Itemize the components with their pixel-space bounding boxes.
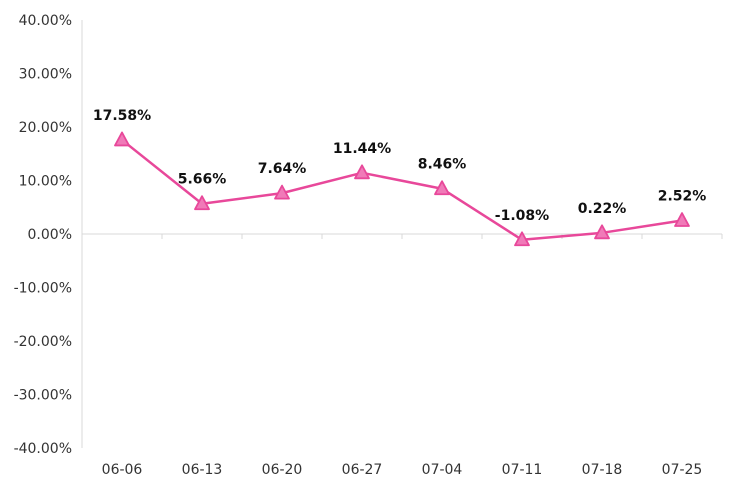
data-point-marker bbox=[434, 180, 450, 196]
y-axis: 40.00% 30.00% 20.00% 10.00% 0.00% -10.00% -20.… bbox=[14, 13, 83, 457]
series-line bbox=[121, 138, 683, 242]
data-point-marker bbox=[514, 231, 530, 247]
y-tick-label: 0.00% bbox=[28, 227, 72, 243]
data-point-marker bbox=[354, 164, 370, 180]
x-tick-label: 06-06 bbox=[102, 462, 143, 478]
y-tick-label: 40.00% bbox=[19, 13, 72, 29]
data-label: 0.22% bbox=[578, 201, 627, 217]
y-tick-label: -30.00% bbox=[14, 388, 72, 404]
data-labels: 17.58% 5.66% 7.64% 11.44% 8.46% -1.08% 0.22% 2.… bbox=[93, 108, 706, 224]
x-tick-label: 06-13 bbox=[182, 462, 223, 478]
data-label: 5.66% bbox=[178, 172, 227, 188]
y-tick-label: -40.00% bbox=[14, 441, 72, 457]
x-tick-label: 07-25 bbox=[662, 462, 703, 478]
y-tick-label: 10.00% bbox=[19, 174, 72, 190]
data-point-marker bbox=[594, 224, 610, 240]
series-group bbox=[114, 131, 690, 247]
data-label: 17.58% bbox=[93, 108, 151, 124]
data-label: 8.46% bbox=[418, 157, 467, 173]
data-label: -1.08% bbox=[495, 208, 549, 224]
y-tick-label: -10.00% bbox=[14, 281, 72, 297]
x-axis: 06-06 06-13 06-20 06-27 07-04 07-11 07-18 07-25 bbox=[81, 233, 723, 478]
data-label: 7.64% bbox=[258, 161, 307, 177]
x-tick-label: 06-27 bbox=[342, 462, 383, 478]
y-tick-label: -20.00% bbox=[14, 334, 72, 350]
x-tick-label: 06-20 bbox=[262, 462, 303, 478]
data-point-marker bbox=[274, 184, 290, 200]
data-point-marker bbox=[674, 212, 690, 227]
y-tick-label: 30.00% bbox=[19, 67, 72, 83]
x-tick-label: 07-04 bbox=[422, 462, 463, 478]
x-tick-label: 07-18 bbox=[582, 462, 623, 478]
data-point-marker bbox=[194, 195, 210, 211]
data-point-marker bbox=[114, 131, 130, 147]
data-label: 2.52% bbox=[658, 189, 707, 205]
data-label: 11.44% bbox=[333, 141, 391, 157]
y-tick-label: 20.00% bbox=[19, 120, 72, 136]
x-tick-label: 07-11 bbox=[502, 462, 543, 478]
